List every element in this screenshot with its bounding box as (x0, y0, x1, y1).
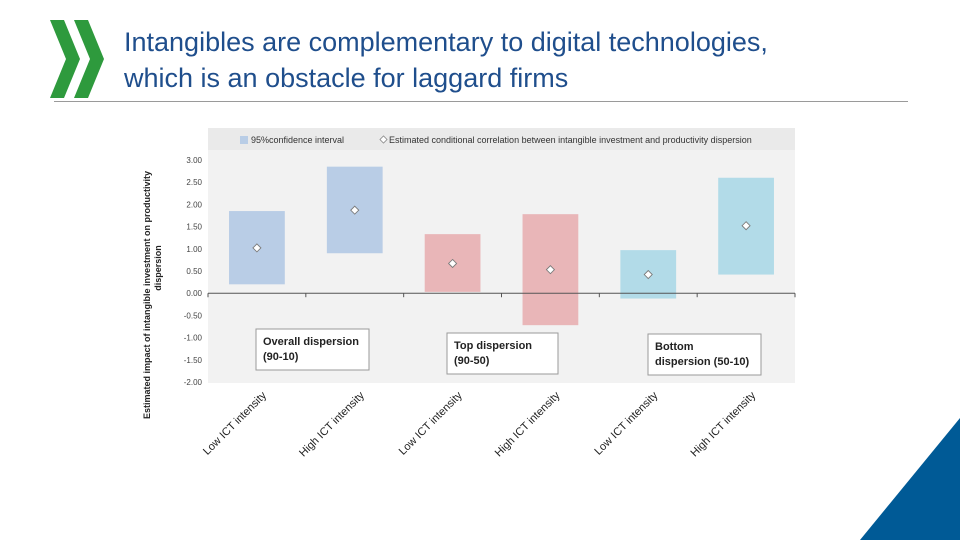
x-tick-label: High ICT intensity (297, 389, 367, 459)
title-divider (54, 101, 908, 102)
y-tick-label: 1.00 (186, 245, 202, 254)
oecd-logo-icon (50, 20, 104, 98)
legend-estimate-label: Estimated conditional correlation betwee… (389, 135, 752, 145)
estimate-marker (447, 258, 458, 269)
slide-title-line-2: which is an obstacle for laggard firms (124, 63, 569, 93)
group-annotation-subtitle: (90-50) (454, 355, 490, 367)
legend-interval-swatch (240, 136, 248, 144)
y-axis-title-line-1: Estimated impact of intangible investmen… (142, 171, 152, 419)
group-annotation-title: Top dispersion (454, 340, 532, 352)
group-annotation-box (446, 332, 559, 375)
slide-title-line-1: Intangibles are complementary to digital… (124, 27, 768, 57)
y-tick-label: -2.00 (184, 378, 203, 387)
estimate-marker (643, 269, 653, 280)
group-annotation-subtitle: dispersion (50-10) (655, 356, 749, 368)
corner-triangle-decoration (860, 418, 960, 540)
y-tick-label: 0.50 (186, 267, 202, 276)
x-tick-label: Low ICT intensity (201, 389, 269, 457)
estimate-marker (252, 243, 262, 253)
legend-estimate-marker (379, 135, 388, 144)
group-annotation-box (647, 333, 762, 376)
estimate-marker (350, 205, 360, 215)
y-tick-label: 2.00 (186, 200, 202, 209)
x-tick-label: Low ICT intensity (397, 389, 465, 457)
confidence-interval-chart: Estimated impact of intangible investmen… (142, 128, 796, 459)
y-tick-label: 0.00 (186, 289, 202, 298)
legend: 95%confidence interval Estimated conditi… (208, 128, 795, 150)
group-annotation-subtitle: (90-10) (263, 351, 299, 363)
estimate-marker (741, 221, 751, 231)
slide-title: Intangibles are complementary to digital… (124, 24, 924, 96)
y-axis-title: Estimated impact of intangible investmen… (142, 171, 163, 419)
y-axis-title-line-2: dispersion (153, 245, 163, 291)
legend-interval-label: 95%confidence interval (251, 135, 344, 145)
x-tick-label: High ICT intensity (688, 389, 758, 459)
y-tick-label: -0.50 (184, 311, 203, 320)
y-tick-label: -1.50 (184, 356, 203, 365)
y-tick-label: 2.50 (186, 178, 202, 187)
x-tick-label: Low ICT intensity (592, 389, 660, 457)
group-annotation-box (255, 328, 370, 371)
y-tick-label: 1.50 (186, 223, 202, 232)
x-tick-label: High ICT intensity (493, 389, 563, 459)
y-tick-label: 3.00 (186, 156, 202, 165)
group-annotation-title: Bottom (655, 341, 694, 353)
estimate-marker (545, 265, 556, 275)
legend-box (208, 128, 795, 150)
y-tick-label: -1.00 (184, 334, 203, 343)
group-annotation-title: Overall dispersion (263, 336, 359, 348)
